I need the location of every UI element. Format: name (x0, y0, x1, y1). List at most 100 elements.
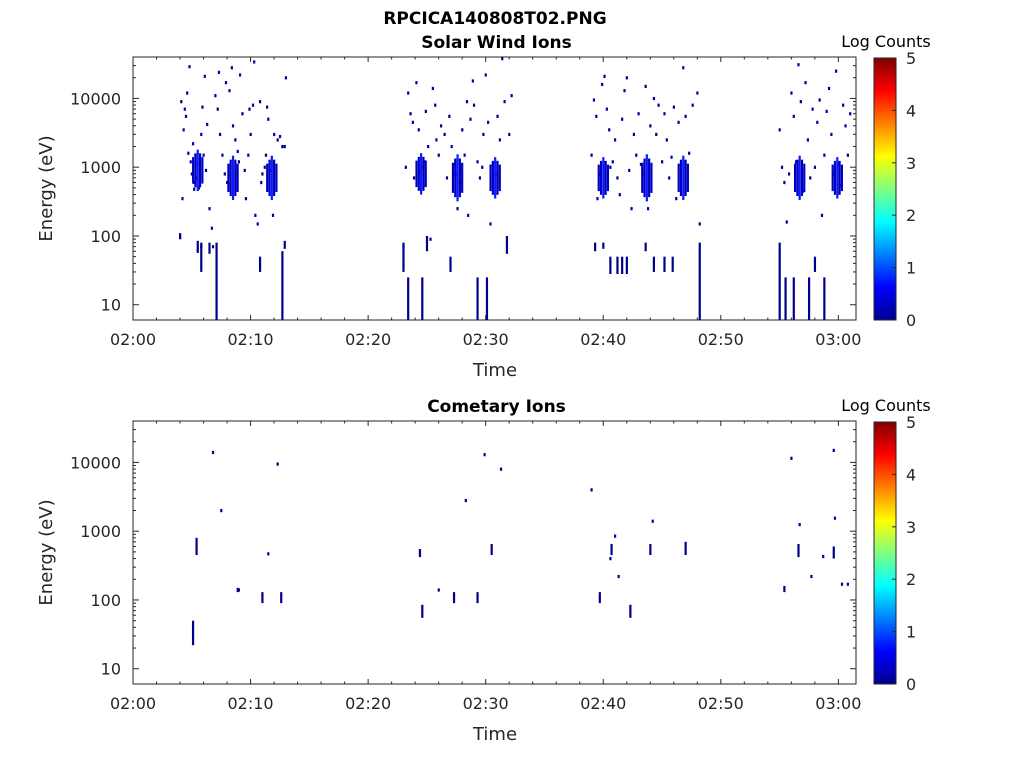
count-streak (280, 592, 283, 604)
count-cell (263, 165, 266, 169)
count-streak (649, 544, 652, 556)
count-streak (813, 256, 817, 272)
count-cluster (798, 155, 801, 201)
count-cell (503, 100, 506, 104)
count-cluster (461, 162, 464, 193)
count-cluster (793, 163, 797, 193)
count-cell (273, 132, 276, 137)
count-streak (616, 256, 619, 274)
count-cell (448, 114, 451, 118)
count-cell (412, 176, 416, 180)
count-cluster (641, 162, 644, 193)
count-cluster (599, 160, 603, 195)
count-cluster (840, 164, 843, 192)
count-streak (281, 251, 284, 320)
count-cell (498, 138, 501, 142)
count-streak (215, 242, 218, 320)
count-cluster (454, 158, 457, 198)
count-cell (849, 112, 852, 116)
count-cell (818, 98, 821, 102)
count-cell (208, 207, 211, 211)
count-streak (832, 546, 835, 559)
count-cell (630, 207, 633, 211)
count-cell (244, 197, 248, 201)
count-streak (797, 544, 800, 558)
count-cluster (236, 163, 239, 193)
count-streak (476, 592, 479, 604)
count-cluster (201, 157, 204, 184)
count-cell (797, 63, 800, 67)
count-cell (237, 588, 241, 592)
count-cell (611, 160, 614, 164)
count-streak (594, 242, 597, 252)
count-cell (476, 160, 479, 164)
x-tick-label: 02:40 (580, 694, 626, 713)
count-cell (220, 508, 223, 513)
count-cell (795, 160, 798, 164)
count-cluster (645, 154, 648, 202)
count-cell (835, 69, 838, 73)
x-tick-label: 03:00 (815, 330, 861, 349)
count-cell (196, 249, 199, 253)
count-cell (266, 105, 269, 109)
x-tick-label: 02:30 (463, 330, 509, 349)
count-cell (489, 222, 492, 226)
count-cell (443, 132, 446, 137)
count-cluster (836, 157, 839, 199)
count-cell (417, 128, 420, 132)
count-cell (231, 124, 235, 128)
colorbar-tick-label: 3 (906, 518, 916, 537)
count-cell (810, 574, 813, 579)
count-cluster (266, 163, 269, 193)
count-cell (637, 112, 640, 116)
count-streak (598, 592, 601, 604)
colorbar-tick-label: 1 (906, 623, 916, 642)
x-tick-label: 02:40 (580, 330, 626, 349)
count-cluster (686, 163, 689, 193)
count-cell (827, 86, 831, 91)
count-cell (649, 124, 652, 128)
count-cell (247, 153, 250, 157)
count-streak (490, 544, 493, 556)
count-cell (469, 117, 472, 121)
count-cluster (489, 164, 492, 192)
x-tick-label: 02:10 (228, 694, 274, 713)
count-cell (228, 89, 231, 93)
count-cluster (422, 156, 425, 191)
count-streak (671, 256, 674, 272)
x-axis-label: Time (472, 724, 517, 745)
count-cell (696, 91, 699, 95)
count-cell (253, 60, 256, 64)
count-cell (840, 582, 844, 586)
count-cell (842, 103, 845, 107)
count-cell (670, 155, 673, 159)
count-cell (251, 103, 255, 107)
count-cluster (268, 159, 271, 197)
count-cell (424, 109, 427, 113)
count-cell (655, 132, 658, 137)
count-cell (813, 165, 817, 169)
count-streak (418, 549, 422, 558)
count-cluster (800, 159, 804, 197)
count-cell (223, 172, 226, 176)
count-cell (590, 488, 593, 492)
count-cell (404, 165, 407, 169)
count-cell (698, 222, 701, 226)
count-cell (616, 176, 619, 180)
count-cell (437, 588, 440, 592)
count-cell (837, 162, 840, 167)
count-cell (230, 66, 233, 70)
count-streak (644, 242, 647, 252)
count-cell (799, 100, 802, 104)
count-cluster (648, 158, 651, 198)
count-streak (421, 277, 424, 320)
count-cluster (196, 149, 199, 192)
count-cluster (682, 155, 685, 201)
count-cluster (417, 156, 420, 191)
count-cell (435, 138, 438, 142)
count-cell (832, 448, 835, 452)
count-cell (510, 94, 513, 98)
count-cell (688, 151, 691, 155)
plot-area (132, 56, 857, 321)
count-cell (663, 112, 666, 116)
